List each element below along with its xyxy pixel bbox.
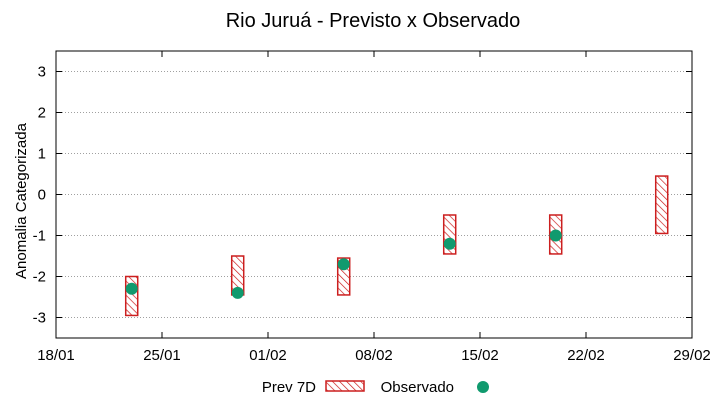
observed-point [443, 237, 456, 250]
legend-marker-observed [477, 381, 489, 393]
y-tick-label: -2 [33, 269, 46, 286]
x-tick-label: 18/01 [37, 347, 75, 364]
x-tick-labels: 18/01 25/01 01/02 08/02 15/02 22/02 29/02 [37, 347, 711, 364]
legend-label-forecast: Prev 7D [262, 379, 316, 396]
x-tick-label: 15/02 [461, 347, 499, 364]
axis-ticks [55, 51, 693, 338]
forecast-range-bar [124, 275, 139, 317]
x-tick-label: 08/02 [355, 347, 393, 364]
y-axis-label: Anomalia Categorizada [13, 122, 30, 279]
x-tick-label: 25/01 [143, 347, 181, 364]
legend-label-observed: Observado [381, 379, 454, 396]
y-tick-labels: -3 -2 -1 0 1 2 3 [33, 64, 46, 327]
legend: Prev 7D Observado [262, 379, 489, 396]
observed-point [231, 286, 244, 299]
y-tick-label: 3 [38, 64, 46, 81]
observed-point [125, 282, 138, 295]
y-tick-label: 2 [38, 105, 46, 122]
x-tick-label: 22/02 [567, 347, 605, 364]
grid [56, 71, 692, 318]
y-tick-label: 1 [38, 146, 46, 163]
y-tick-label: -3 [33, 310, 46, 327]
observed-point [337, 258, 350, 271]
forecast-ranges [124, 175, 669, 317]
x-tick-label: 29/02 [673, 347, 711, 364]
forecast-range-bar [654, 175, 669, 235]
observed-points [125, 229, 562, 299]
y-tick-label: -1 [33, 228, 46, 245]
legend-swatch-forecast [325, 380, 365, 392]
chart-title: Rio Juruá - Previsto x Observado [226, 10, 521, 32]
observed-point [549, 229, 562, 242]
x-tick-label: 01/02 [249, 347, 287, 364]
y-tick-label: 0 [38, 187, 46, 204]
